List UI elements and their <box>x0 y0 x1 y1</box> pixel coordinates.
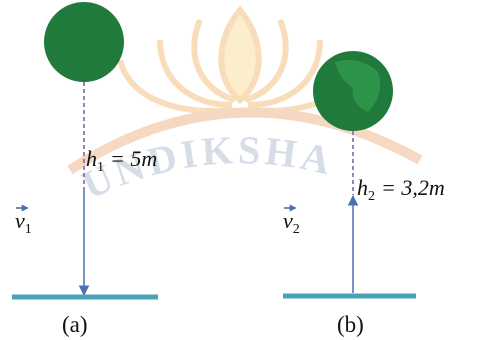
height-label-b: h2 = 3,2m <box>357 175 445 204</box>
height-label-a: h1 = 5m <box>86 146 157 175</box>
symbol: v <box>15 208 25 233</box>
symbol: v <box>283 208 293 233</box>
symbol: h <box>86 146 97 171</box>
subscript: 1 <box>97 160 104 175</box>
equation: = 3,2m <box>381 175 445 200</box>
velocity-label-b: v2 <box>283 208 300 237</box>
caption-a: (a) <box>62 312 88 337</box>
subscript: 1 <box>25 222 32 237</box>
velocity-label-a: v1 <box>15 208 32 237</box>
subscript: 2 <box>293 222 300 237</box>
ball-a <box>44 2 124 82</box>
subscript: 2 <box>368 189 375 204</box>
caption-b: (b) <box>337 312 364 337</box>
equation: = 5m <box>110 146 157 171</box>
diagram: UNDIKSHA h1= 5m v1 (a) h2= 3,2m v2 (b) <box>0 0 478 340</box>
symbol: h <box>357 175 368 200</box>
